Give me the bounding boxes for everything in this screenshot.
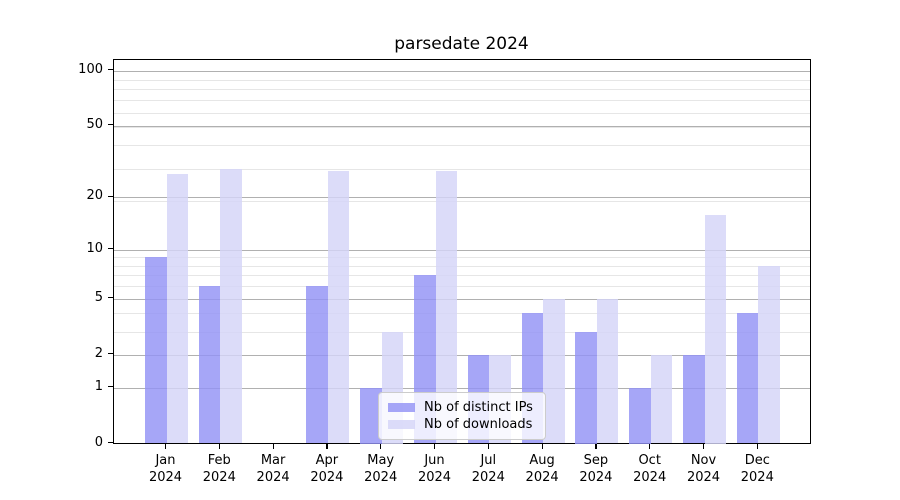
gridline-major-20 — [114, 197, 810, 199]
x-tick-label-nov: Nov 2024 — [686, 452, 721, 485]
bar-distinct-ips-apr — [306, 286, 328, 444]
x-tick-jan — [165, 444, 167, 449]
gridline-minor-8 — [114, 265, 810, 267]
x-tick-mar — [272, 444, 274, 449]
x-tick-sep — [595, 444, 597, 449]
bar-downloads-oct — [650, 354, 673, 444]
x-tick-label-aug: Aug 2024 — [525, 452, 559, 485]
y-tick-label-1: 1 — [94, 378, 103, 394]
y-tick-20 — [108, 195, 113, 198]
bar-downloads-jan — [166, 174, 188, 444]
y-tick-label-50: 50 — [86, 116, 103, 132]
gridline-major-50 — [114, 125, 810, 127]
x-tick-oct — [649, 444, 651, 449]
x-tick-label-dec: Dec 2024 — [740, 452, 774, 485]
gridline-major-5 — [114, 298, 810, 300]
bar-downloads-jun — [435, 171, 457, 444]
x-tick-label-jun: Jun 2024 — [417, 452, 452, 485]
y-tick-label-20: 20 — [86, 188, 103, 204]
bar-downloads-apr — [327, 171, 350, 444]
x-tick-label-may: May 2024 — [364, 452, 398, 485]
legend-item-distinct-ips: Nb of distinct IPs — [388, 399, 536, 416]
y-tick-10 — [108, 248, 113, 250]
plot-area — [113, 59, 811, 444]
y-tick-label-10: 10 — [86, 240, 103, 256]
bar-downloads-sep — [596, 298, 619, 444]
gridline-major-10 — [114, 249, 810, 251]
x-tick-label-sep: Sep 2024 — [579, 452, 613, 485]
gridline-minor-6 — [114, 286, 810, 288]
downloads-legend-label: Nb of downloads — [424, 416, 533, 432]
y-tick-label-100: 100 — [78, 61, 103, 77]
bar-distinct-ips-jan — [145, 257, 167, 444]
y-tick-100 — [108, 69, 113, 71]
gridline-major-2 — [114, 354, 810, 356]
gridline-minor-19 — [114, 201, 810, 203]
x-tick-dec — [756, 444, 758, 449]
y-tick-5 — [108, 297, 113, 299]
bar-distinct-ips-oct — [629, 387, 651, 444]
x-tick-may — [380, 444, 382, 449]
y-tick-label-2: 2 — [94, 345, 103, 361]
y-tick-label-0: 0 — [94, 434, 103, 450]
bar-distinct-ips-feb — [198, 286, 221, 444]
bar-downloads-nov — [704, 214, 726, 444]
downloads-legend-swatch — [388, 420, 415, 429]
chart-title: parsedate 2024 — [394, 34, 529, 54]
x-tick-label-feb: Feb 2024 — [202, 452, 236, 485]
x-tick-label-apr: Apr 2024 — [310, 452, 344, 485]
y-tick-label-5: 5 — [94, 289, 103, 305]
bar-distinct-ips-may — [360, 387, 382, 444]
x-tick-label-mar: Mar 2024 — [256, 452, 290, 485]
gridline-minor-7 — [114, 275, 810, 277]
gridline-minor-59 — [114, 112, 810, 114]
gridline-minor-29 — [114, 168, 810, 170]
legend-item-downloads: Nb of downloads — [388, 416, 536, 433]
bar-distinct-ips-dec — [736, 313, 759, 444]
bar-downloads-dec — [758, 265, 780, 444]
gridline-minor-89 — [114, 79, 810, 81]
x-tick-nov — [703, 444, 705, 449]
gridline-minor-39 — [114, 145, 810, 147]
y-tick-50 — [108, 124, 113, 126]
y-tick-2 — [108, 353, 113, 355]
gridline-minor-3 — [114, 331, 810, 333]
x-tick-apr — [326, 444, 328, 449]
bar-downloads-feb — [220, 168, 242, 444]
gridline-minor-9 — [114, 257, 810, 259]
gridline-minor-79 — [114, 89, 810, 91]
legend: Nb of distinct IPs Nb of downloads — [378, 392, 546, 440]
bar-distinct-ips-sep — [575, 331, 597, 444]
x-tick-jul — [487, 444, 489, 449]
distinct-ips-legend-swatch — [388, 403, 415, 412]
x-tick-label-oct: Oct 2024 — [633, 452, 667, 485]
distinct-ips-legend-label: Nb of distinct IPs — [424, 399, 533, 415]
bar-distinct-ips-nov — [683, 354, 705, 444]
y-tick-1 — [108, 386, 113, 388]
x-tick-aug — [541, 444, 543, 449]
gridline-minor-49 — [114, 127, 810, 129]
gridline-major-100 — [114, 70, 810, 72]
x-tick-jun — [434, 444, 436, 449]
bar-downloads-aug — [543, 298, 565, 444]
x-tick-feb — [218, 444, 220, 449]
gridline-minor-4 — [114, 313, 810, 315]
gridline-major-1 — [114, 387, 810, 389]
x-tick-label-jan: Jan 2024 — [148, 452, 183, 485]
y-tick-0 — [108, 442, 113, 444]
gridline-minor-69 — [114, 100, 810, 102]
x-tick-label-jul: Jul 2024 — [471, 452, 505, 485]
